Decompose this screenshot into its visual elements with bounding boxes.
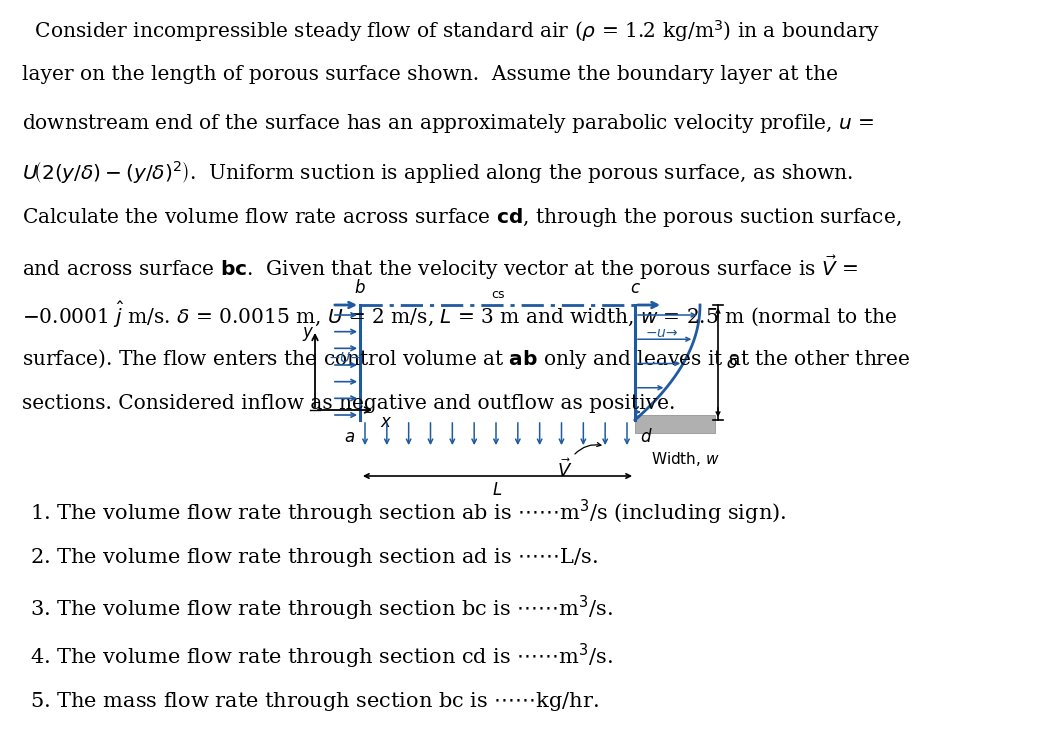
Bar bbox=[634, 415, 715, 433]
Text: $-u\!\rightarrow$: $-u\!\rightarrow$ bbox=[645, 326, 678, 340]
Text: d: d bbox=[640, 428, 650, 446]
Text: 2. The volume flow rate through section ad is $\cdots\cdots$L/s.: 2. The volume flow rate through section … bbox=[30, 546, 598, 569]
Text: 3. The volume flow rate through section bc is $\cdots\cdots$m$^3$/s.: 3. The volume flow rate through section … bbox=[30, 594, 614, 623]
Text: $L$: $L$ bbox=[492, 481, 503, 499]
Text: sections. Considered inflow as negative and outflow as positive.: sections. Considered inflow as negative … bbox=[22, 394, 675, 413]
Text: 1. The volume flow rate through section ab is $\cdots\cdots$m$^3$/s (including s: 1. The volume flow rate through section … bbox=[30, 498, 786, 527]
Text: $\delta$: $\delta$ bbox=[726, 353, 738, 372]
Text: 4. The volume flow rate through section cd is $\cdots\cdots$m$^3$/s.: 4. The volume flow rate through section … bbox=[30, 642, 614, 671]
Text: Width, $w$: Width, $w$ bbox=[650, 450, 719, 468]
Text: cs: cs bbox=[491, 288, 505, 301]
Text: Calculate the volume flow rate across surface $\mathbf{cd}$, through the porous : Calculate the volume flow rate across su… bbox=[22, 206, 901, 229]
Text: y: y bbox=[303, 323, 312, 341]
Text: and across surface $\mathbf{bc}$.  Given that the velocity vector at the porous : and across surface $\mathbf{bc}$. Given … bbox=[22, 253, 859, 282]
Text: $U\!\left(2(y/\delta)-(y/\delta)^2\right)$.  Uniform suction is applied along th: $U\!\left(2(y/\delta)-(y/\delta)^2\right… bbox=[22, 159, 853, 185]
Text: layer on the length of porous surface shown.  Assume the boundary layer at the: layer on the length of porous surface sh… bbox=[22, 65, 838, 84]
Text: x: x bbox=[380, 413, 389, 431]
Text: b: b bbox=[355, 279, 365, 297]
Text: surface). The flow enters the control volume at $\mathbf{ab}$ only and leaves it: surface). The flow enters the control vo… bbox=[22, 347, 911, 371]
Text: 5. The mass flow rate through section bc is $\cdots\cdots$kg/hr.: 5. The mass flow rate through section bc… bbox=[30, 690, 599, 713]
Text: c: c bbox=[630, 279, 640, 297]
Text: $-$0.0001 $\hat{j}$ m/s. $\delta$ = 0.0015 m, $U$ = 2 m/s, $L$ = 3 m and width, : $-$0.0001 $\hat{j}$ m/s. $\delta$ = 0.00… bbox=[22, 300, 897, 330]
Text: $-U\!\rightarrow$: $-U\!\rightarrow$ bbox=[329, 350, 363, 364]
Text: Consider incompressible steady flow of standard air ($\rho$ = 1.2 kg/m$^3$) in a: Consider incompressible steady flow of s… bbox=[22, 18, 881, 44]
Text: a: a bbox=[344, 428, 355, 446]
Text: $\vec{V}$: $\vec{V}$ bbox=[557, 458, 573, 481]
Text: downstream end of the surface has an approximately parabolic velocity profile, $: downstream end of the surface has an app… bbox=[22, 112, 874, 135]
